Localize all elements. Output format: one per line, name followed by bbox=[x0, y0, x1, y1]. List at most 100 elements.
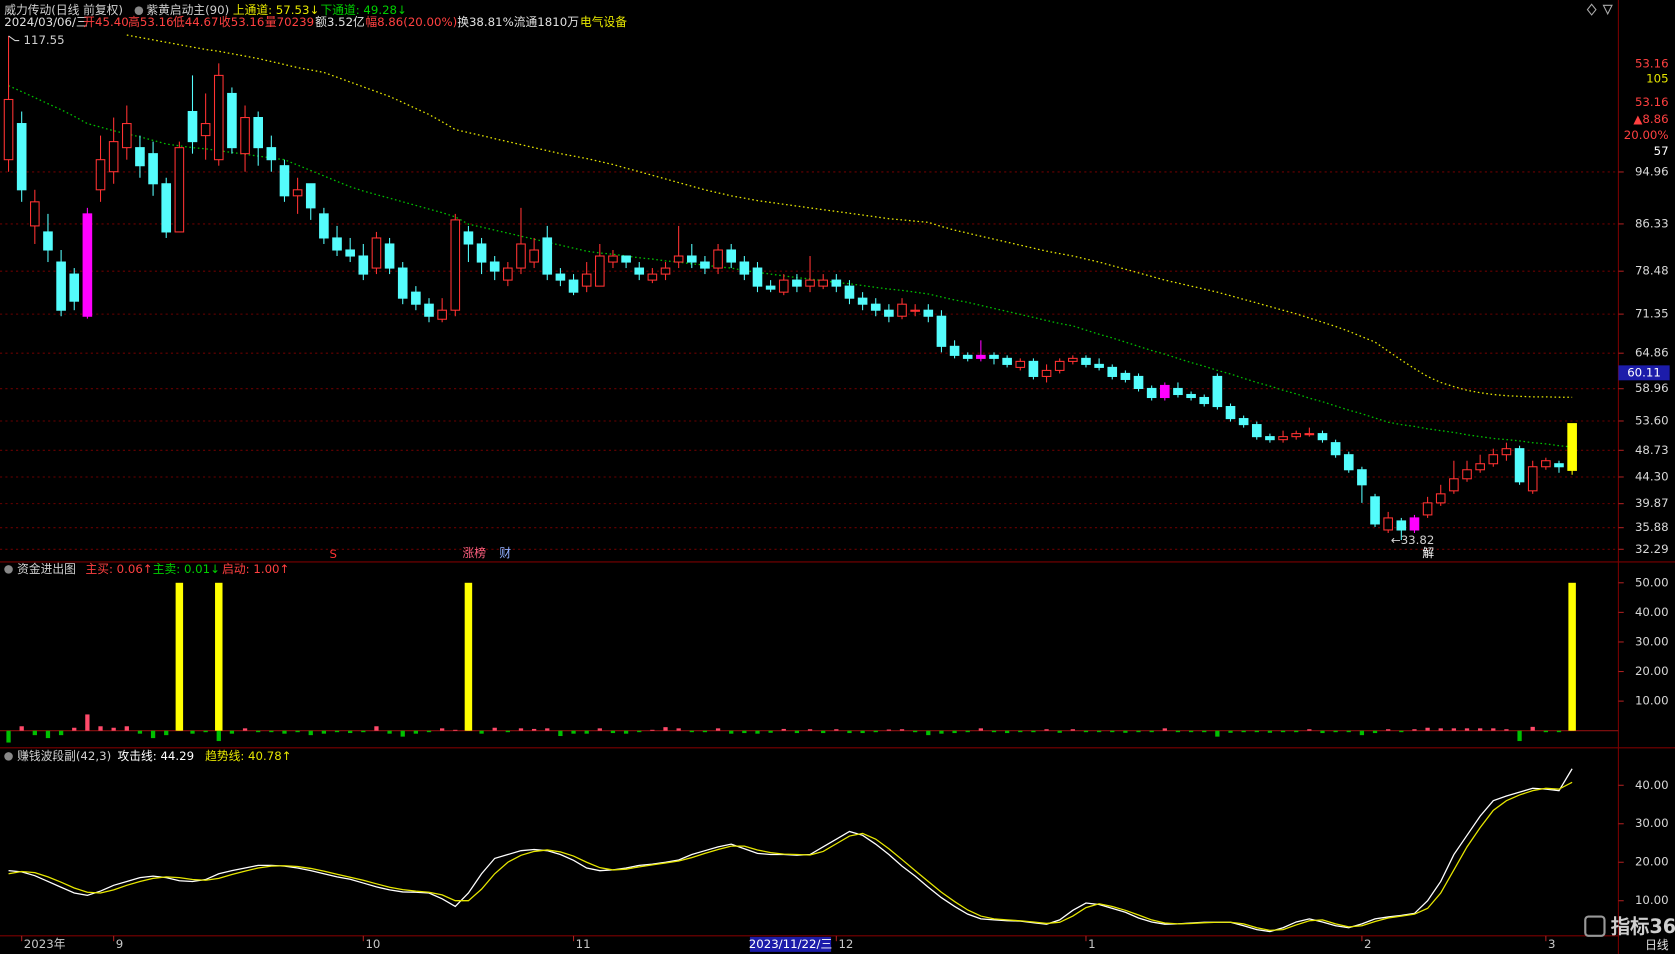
annotation: 解 bbox=[1422, 546, 1434, 560]
flow-bar bbox=[1438, 728, 1443, 731]
candle-body bbox=[174, 147, 185, 233]
flow-bar bbox=[1530, 726, 1535, 731]
quote-field: 量70239 bbox=[265, 15, 314, 29]
icon[interactable] bbox=[134, 6, 144, 15]
flow-bar bbox=[834, 729, 839, 731]
flow-bar bbox=[1320, 730, 1325, 734]
candle-body bbox=[608, 255, 618, 263]
x-tick-label: 1 bbox=[1088, 937, 1095, 951]
candle-body bbox=[43, 231, 53, 251]
candle-body bbox=[227, 92, 237, 149]
y-tick-label: 94.96 bbox=[1635, 164, 1669, 178]
flow-bar bbox=[308, 730, 313, 736]
channel-line bbox=[8, 85, 1573, 448]
candle-body bbox=[1501, 448, 1512, 456]
flow-bar bbox=[1044, 729, 1049, 731]
flow-bar bbox=[361, 730, 366, 733]
flow-bar bbox=[124, 726, 129, 731]
quote-field: 换38.81% bbox=[457, 15, 514, 29]
flow-bar bbox=[597, 728, 602, 731]
flow-bar bbox=[1333, 730, 1338, 733]
flow-bar bbox=[1241, 730, 1246, 733]
flow-bar bbox=[426, 730, 432, 733]
candle-body bbox=[503, 267, 513, 281]
flow-bar bbox=[518, 728, 524, 731]
flow-bar bbox=[1136, 730, 1141, 733]
candle-body bbox=[1186, 393, 1196, 399]
flow-bar bbox=[282, 730, 287, 734]
flow-bar bbox=[794, 730, 800, 734]
flow-bar bbox=[1491, 728, 1496, 731]
flow-bar bbox=[374, 726, 379, 731]
candle-body bbox=[1435, 493, 1446, 504]
flow-bar bbox=[453, 729, 458, 731]
candle-body bbox=[555, 273, 566, 281]
candle-body bbox=[200, 123, 211, 137]
icon[interactable] bbox=[1602, 4, 1613, 16]
candle-body bbox=[1357, 469, 1367, 486]
quote-field: 高53.16 bbox=[128, 15, 173, 29]
candle-body bbox=[792, 279, 802, 287]
quote-field: 电气设备 bbox=[580, 15, 627, 29]
candle-body bbox=[1422, 502, 1433, 516]
candle-body bbox=[647, 273, 658, 281]
flow-bar bbox=[939, 730, 944, 734]
flow-bar bbox=[1504, 729, 1509, 731]
x-tick-label: 12 bbox=[838, 937, 853, 951]
flow-bar bbox=[1399, 730, 1404, 733]
signal-bar bbox=[215, 582, 223, 731]
period: 日线 bbox=[1645, 938, 1669, 952]
icon[interactable] bbox=[4, 752, 13, 761]
panel-header: 赚钱波段副(42,3) bbox=[17, 749, 111, 763]
candle-body bbox=[1146, 387, 1157, 399]
candle-body bbox=[516, 243, 526, 269]
flow-bar bbox=[1215, 730, 1220, 737]
candle-body bbox=[1278, 436, 1288, 441]
flow-bar bbox=[991, 730, 997, 733]
lower-channel: 下通道: 49.28↓ bbox=[320, 3, 406, 17]
quote-field: 低44.67 bbox=[173, 15, 218, 29]
flow-bar bbox=[1149, 730, 1154, 733]
candle-body bbox=[1514, 448, 1525, 483]
panel-header: 主卖: 0.01↓ bbox=[153, 562, 220, 576]
icon[interactable] bbox=[4, 565, 13, 574]
flow-bar bbox=[1464, 728, 1470, 731]
candle-body bbox=[581, 273, 592, 287]
candle-body bbox=[1554, 463, 1564, 468]
flow-bar bbox=[571, 730, 576, 734]
flow-bar bbox=[1346, 730, 1351, 733]
flow-bar bbox=[965, 730, 970, 733]
candle-body bbox=[3, 98, 14, 161]
candle-body bbox=[1238, 418, 1249, 426]
flow-bar bbox=[1070, 729, 1075, 731]
flow-bar bbox=[19, 726, 24, 731]
candle-body bbox=[253, 117, 264, 149]
flow-bar bbox=[1228, 730, 1233, 733]
icon[interactable] bbox=[1586, 3, 1597, 16]
flow-bar bbox=[637, 730, 642, 733]
flow-bar bbox=[348, 730, 353, 734]
y-tick-label: 32.29 bbox=[1635, 542, 1669, 556]
flow-bar bbox=[505, 730, 510, 733]
flow-bar bbox=[229, 730, 235, 734]
flow-bar bbox=[952, 730, 957, 734]
candle-body bbox=[1383, 517, 1393, 531]
flow-bar bbox=[32, 730, 37, 736]
cursor-date-box bbox=[749, 936, 832, 952]
quote-field: 幅8.86(20.00%) bbox=[365, 15, 457, 29]
candle-body bbox=[778, 279, 789, 293]
y-tick-label: 86.33 bbox=[1635, 216, 1669, 230]
flow-bar bbox=[150, 730, 156, 739]
quote-field: 开45.40 bbox=[83, 15, 128, 29]
candle-body bbox=[713, 249, 723, 269]
flow-bar bbox=[1188, 730, 1194, 733]
logo-icon bbox=[1584, 915, 1606, 937]
y-tick-label: 20.00 bbox=[1635, 664, 1669, 678]
flow-bar bbox=[1451, 728, 1457, 731]
candle-body bbox=[397, 267, 408, 299]
y-tick-label: 10.00 bbox=[1635, 694, 1669, 708]
candle-body bbox=[1041, 369, 1052, 377]
candle-body bbox=[884, 309, 894, 317]
flow-bar bbox=[821, 730, 826, 734]
flow-bar bbox=[1307, 729, 1312, 731]
